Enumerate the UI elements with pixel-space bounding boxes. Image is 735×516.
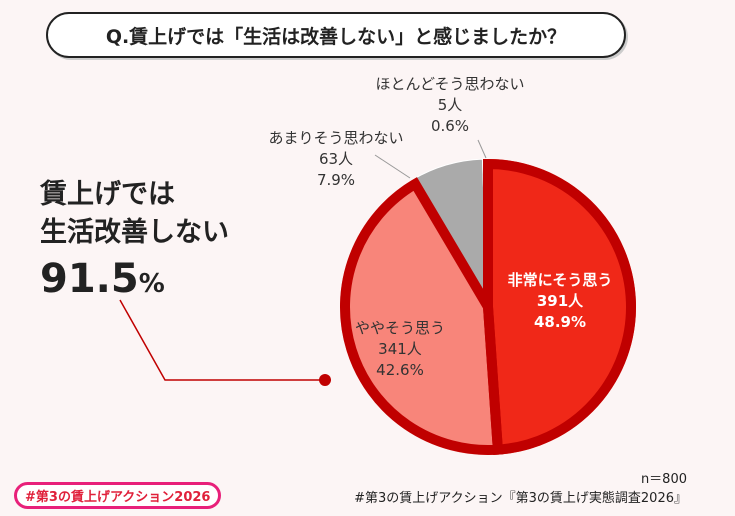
sample-size: n＝800	[640, 472, 687, 487]
callout-line	[119, 299, 325, 381]
highlight-label: 賃上げでは 生活改善しない	[40, 176, 229, 252]
label-slice-1: ややそう思う 341人 42.6%	[340, 318, 460, 381]
pie-slice-1	[340, 179, 499, 456]
callout-dot	[319, 374, 331, 386]
highlight-value: 91.5%	[40, 256, 165, 302]
label-slice-3: ほとんどそう思わない 5人 0.6%	[350, 74, 550, 137]
slice-3-name: ほとんどそう思わない	[375, 75, 525, 93]
pie-slice-0	[488, 159, 636, 455]
page-title: Q.賃上げでは「生活は改善しない」と感じましたか？	[46, 12, 626, 58]
source: #第3の賃上げアクション『第3の賃上げ実態調査2026』	[354, 491, 687, 506]
highlight-unit: %	[138, 269, 165, 299]
leader-line-slice-2	[374, 154, 411, 179]
slice-outline-1	[340, 177, 504, 455]
slice-2-name: あまりそう思わない	[268, 129, 404, 147]
slice-0-percent: 48.9%	[533, 313, 587, 331]
label-slice-2: あまりそう思わない 63人 7.9%	[236, 128, 436, 191]
hashtag-badge: #第3の賃上げアクション2026	[14, 482, 222, 509]
slice-2-count: 63人	[318, 150, 354, 168]
slice-0-count: 391人	[536, 292, 584, 310]
slice-2-percent: 7.9%	[316, 171, 356, 189]
slice-0-name: 非常にそう思う	[507, 271, 613, 289]
highlight-number: 91.5	[40, 256, 139, 302]
leader-line-slice-3	[477, 139, 487, 159]
slice-3-count: 5人	[437, 96, 463, 114]
label-slice-0: 非常にそう思う 391人 48.9%	[500, 270, 620, 333]
highlight-line2: 生活改善しない	[40, 217, 229, 248]
slice-outline-0	[483, 158, 637, 455]
highlight-line1: 賃上げでは	[40, 179, 175, 210]
slice-3-percent: 0.6%	[430, 117, 470, 135]
slice-1-percent: 42.6%	[376, 361, 424, 379]
slice-1-name: ややそう思う	[354, 319, 445, 337]
slice-1-count: 341人	[378, 340, 422, 358]
